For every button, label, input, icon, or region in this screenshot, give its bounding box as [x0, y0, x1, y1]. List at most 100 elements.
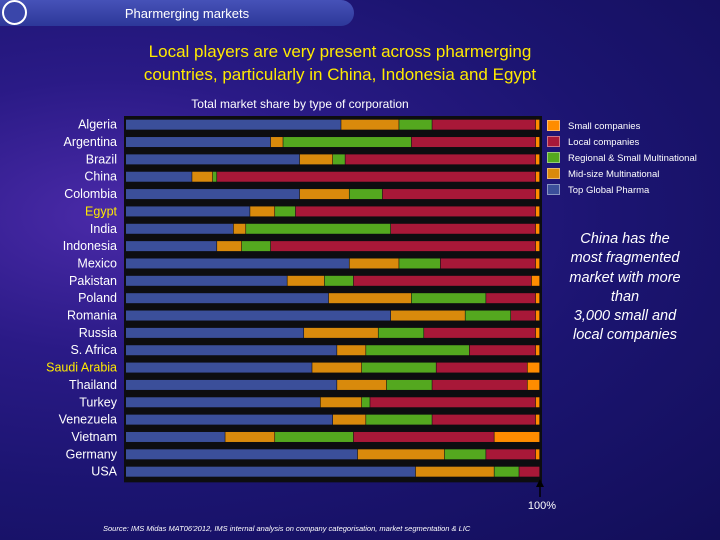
bar-segment-local: [370, 397, 536, 408]
category-label: China: [84, 170, 117, 184]
bar-segment-top-global: [126, 171, 192, 182]
bar-segment-local: [511, 310, 536, 321]
bar-segment-top-global: [126, 345, 337, 356]
bar-segment-regional: [378, 327, 424, 338]
bar-segment-top-global: [126, 310, 391, 321]
legend-swatch: [547, 120, 560, 131]
bar-segment-mid-size: [349, 258, 399, 269]
bar-segment-mid-size: [233, 223, 246, 234]
callout-line4: than: [610, 288, 640, 305]
category-label: Romania: [67, 309, 117, 323]
china-callout: China has the most fragmented market wit…: [555, 230, 695, 346]
bar-segment-regional: [275, 206, 296, 217]
legend-label: Local companies: [568, 137, 640, 148]
bar-segment-top-global: [126, 379, 337, 390]
category-label: India: [90, 222, 117, 236]
category-label: Indonesia: [63, 239, 117, 253]
bar-segment-regional: [494, 466, 519, 477]
bar-segment-regional: [361, 362, 436, 373]
callout-line3: market with more: [569, 269, 681, 286]
bar-segment-small: [535, 171, 540, 182]
bar-segment-mid-size: [287, 275, 325, 286]
bar-segment-local: [411, 137, 536, 148]
bar-segment-local: [295, 206, 536, 217]
hundred-percent-label: 100%: [527, 500, 557, 512]
bar-segment-mid-size: [390, 310, 465, 321]
category-label: USA: [91, 465, 117, 479]
category-label: Germany: [66, 447, 118, 461]
bar-segment-small: [535, 137, 540, 148]
category-label: Saudi Arabia: [46, 361, 117, 375]
bar-segment-small: [535, 223, 540, 234]
legend-label: Small companies: [568, 121, 641, 132]
bar-segment-small: [535, 189, 540, 200]
bar-segment-local: [486, 293, 536, 304]
source-note: Source: IMS Midas MAT06'2012, IMS intern…: [103, 524, 471, 533]
bar-segment-mid-size: [328, 293, 412, 304]
bar-segment-regional: [366, 345, 470, 356]
bar-segment-top-global: [126, 119, 341, 130]
category-label: Poland: [78, 291, 117, 305]
bar-segment-mid-size: [250, 206, 275, 217]
bar-segment-top-global: [126, 275, 287, 286]
bar-segment-local: [345, 154, 536, 165]
bar-segment-regional: [465, 310, 511, 321]
bar-segment-mid-size: [357, 449, 445, 460]
header-bar: [0, 0, 354, 26]
bar-segment-top-global: [126, 362, 312, 373]
bar-segment-regional: [275, 431, 354, 442]
bar-segment-regional: [283, 137, 412, 148]
category-label: Thailand: [69, 378, 117, 392]
legend-swatch: [547, 168, 560, 179]
legend-label: Mid-size Multinational: [568, 169, 660, 180]
bar-segment-small: [527, 362, 540, 373]
bar-segment-mid-size: [341, 119, 399, 130]
bar-segment-mid-size: [337, 345, 366, 356]
bar-segment-local: [486, 449, 536, 460]
bar-segment-regional: [386, 379, 432, 390]
bar-segment-small: [535, 206, 540, 217]
bar-segment-top-global: [126, 258, 349, 269]
legend-swatch: [547, 152, 560, 163]
bar-segment-local: [353, 431, 494, 442]
bar-segment-small: [535, 258, 540, 269]
category-label: Brazil: [86, 152, 117, 166]
bar-segment-small: [535, 119, 540, 130]
bar-segment-regional: [444, 449, 486, 460]
bar-segment-mid-size: [270, 137, 283, 148]
bar-segment-top-global: [126, 223, 234, 234]
bar-segment-small: [535, 414, 540, 425]
bar-segment-local: [519, 466, 540, 477]
bar-segment-local: [353, 275, 532, 286]
bar-segment-local: [390, 223, 536, 234]
bar-segment-top-global: [126, 466, 416, 477]
bar-segment-top-global: [126, 414, 333, 425]
category-label: Pakistan: [69, 274, 117, 288]
logo-circle-icon: [2, 0, 27, 25]
category-label: Turkey: [79, 395, 117, 409]
bar-segment-top-global: [126, 206, 250, 217]
category-label: Venezuela: [59, 413, 117, 427]
bar-segment-small: [535, 154, 540, 165]
bar-segment-regional: [324, 275, 354, 286]
bar-segment-mid-size: [299, 189, 349, 200]
bar-segment-mid-size: [333, 414, 366, 425]
bar-segment-small: [531, 275, 540, 286]
bar-segment-small: [535, 293, 540, 304]
bar-segment-top-global: [126, 397, 320, 408]
bar-segment-mid-size: [299, 154, 333, 165]
bar-segment-local: [469, 345, 536, 356]
bar-segment-small: [535, 449, 540, 460]
bar-segment-mid-size: [337, 379, 387, 390]
bar-segment-local: [432, 414, 536, 425]
bar-segment-local: [432, 119, 536, 130]
bar-segment-local: [440, 258, 536, 269]
legend-swatch: [547, 184, 560, 195]
bar-segment-local: [382, 189, 536, 200]
callout-line2: most fragmented: [570, 250, 680, 267]
category-label: S. Africa: [70, 343, 117, 357]
bar-segment-small: [535, 397, 540, 408]
bar-segment-top-global: [126, 137, 271, 148]
bar-segment-mid-size: [320, 397, 362, 408]
